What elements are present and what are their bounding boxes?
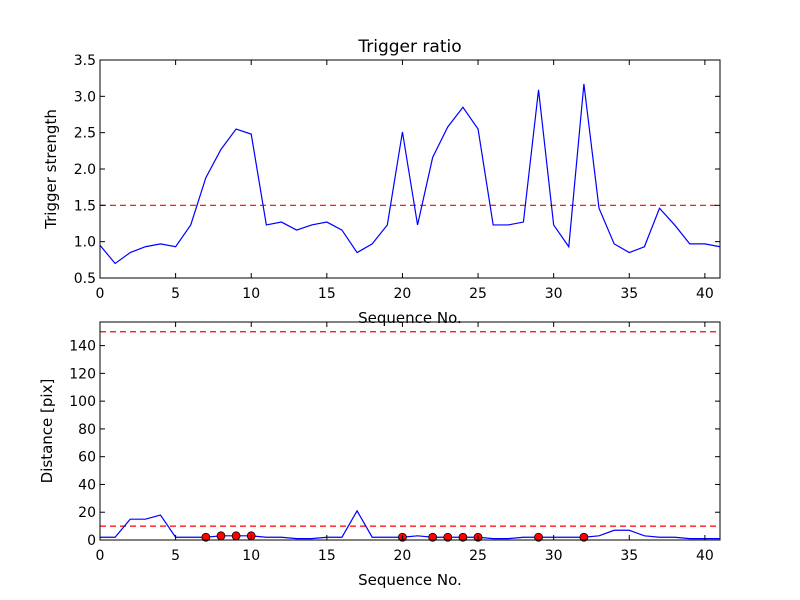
data-point	[201, 532, 211, 542]
y-tick-label: 3.5	[74, 53, 96, 69]
x-tick-label: 5	[171, 548, 180, 564]
data-point	[216, 531, 226, 541]
data-point	[428, 532, 438, 542]
chart-title: Trigger ratio	[357, 37, 461, 57]
plot-area: 0 5 10 15 20 25 30 35 40 0.5 1.0 1.5 2.0 2.5 3.0 3.5	[74, 53, 721, 302]
y-tick-label: 20	[78, 505, 96, 521]
x-tick-label: 10	[242, 548, 260, 564]
axes-frame	[99, 321, 721, 541]
x-tick-label: 40	[696, 548, 714, 564]
y-tick-label: 100	[69, 394, 96, 410]
data-point	[231, 531, 241, 541]
y-tick-label: 0.5	[74, 271, 96, 287]
y-axis-label: Distance [pix]	[38, 379, 56, 484]
x-axis-label: Sequence No.	[358, 571, 462, 589]
distance-chart: Sequence No. Distance [pix] 0 5 10 15 20 25 30…	[38, 321, 721, 589]
y-tick-label: 0	[87, 533, 96, 549]
y-tick-label: 2.0	[74, 162, 96, 178]
y-tick-label: 2.5	[74, 126, 96, 142]
y-tick-label: 40	[78, 477, 96, 493]
x-tick-label: 20	[394, 548, 412, 564]
x-tick-label: 25	[469, 286, 487, 302]
plot-area: 0 5 10 15 20 25 30 35 40 0 20 40 60 80 100 120 140	[69, 321, 721, 564]
x-tick-label: 35	[620, 548, 638, 564]
x-tick-label: 30	[545, 286, 563, 302]
x-tick-label: 40	[696, 286, 714, 302]
y-tick-label: 60	[78, 450, 96, 466]
y-tick-label: 1.0	[74, 235, 96, 251]
x-tick-label: 20	[394, 286, 412, 302]
series-line	[99, 83, 721, 265]
x-tick-label: 15	[318, 548, 336, 564]
x-tick-label: 0	[96, 548, 105, 564]
x-axis-label: Sequence No.	[358, 309, 462, 327]
x-tick-label: 15	[318, 286, 336, 302]
y-axis-label: Trigger strength	[42, 109, 60, 230]
y-tick-label: 3.0	[74, 89, 96, 105]
y-tick-label: 140	[69, 339, 96, 355]
x-tick-label: 35	[620, 286, 638, 302]
data-point	[579, 532, 589, 542]
x-tick-label: 30	[545, 548, 563, 564]
x-tick-label: 0	[96, 286, 105, 302]
x-tick-label: 5	[171, 286, 180, 302]
x-tick-label: 25	[469, 548, 487, 564]
x-tick-label: 10	[242, 286, 260, 302]
data-point	[534, 532, 543, 542]
y-tick-label: 1.5	[74, 198, 96, 214]
data-point	[443, 532, 453, 542]
data-point	[458, 532, 468, 542]
y-tick-label: 80	[78, 422, 96, 438]
y-tick-label: 120	[69, 366, 96, 382]
